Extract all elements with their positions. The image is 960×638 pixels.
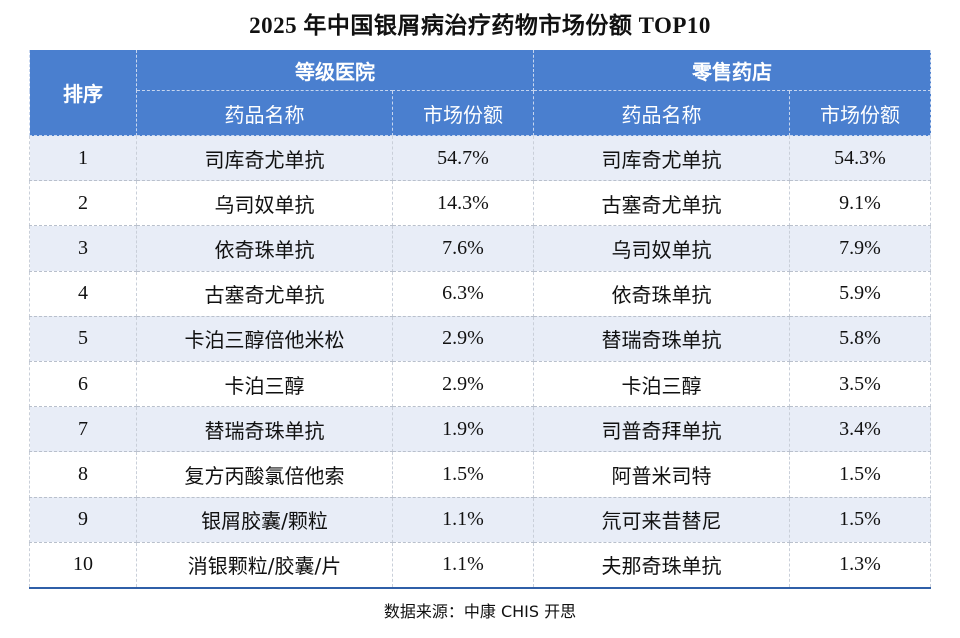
hospital-drug-name-cell: 司库奇尤单抗 [136, 135, 393, 182]
retail-share-cell: 1.5% [789, 451, 931, 498]
table-header: 排序 等级医院 零售药店 药品名称 市场份额 药品名称 市场份额 [29, 50, 931, 136]
rank-header: 排序 [29, 50, 137, 136]
retail-share-cell: 3.5% [789, 361, 931, 408]
rank-cell: 10 [29, 542, 137, 589]
retail-share-cell: 1.3% [789, 542, 931, 589]
table-row: 6 卡泊三醇 2.9% 卡泊三醇 3.5% [29, 361, 931, 408]
group-header-hospital: 等级医院 [136, 50, 534, 91]
hospital-drug-name-cell: 替瑞奇珠单抗 [136, 406, 393, 453]
page-title: 2025 年中国银屑病治疗药物市场份额 TOP10 [249, 13, 711, 38]
retail-drug-name-cell: 替瑞奇珠单抗 [533, 316, 790, 362]
retail-share-cell: 7.9% [789, 225, 931, 272]
retail-drug-name-cell: 依奇珠单抗 [533, 271, 790, 317]
market-share-table: 排序 等级医院 零售药店 药品名称 市场份额 药品名称 市场份额 1 司库奇尤单… [29, 50, 931, 589]
market-share-table-container: 排序 等级医院 零售药店 药品名称 市场份额 药品名称 市场份额 1 司库奇尤单… [29, 50, 931, 589]
retail-drug-name-cell: 卡泊三醇 [533, 361, 790, 408]
retail-drug-name-cell: 氘可来昔替尼 [533, 497, 790, 543]
table-body: 1 司库奇尤单抗 54.7% 司库奇尤单抗 54.3% 2 乌司奴单抗 14.3… [29, 135, 931, 589]
table-row: 4 古塞奇尤单抗 6.3% 依奇珠单抗 5.9% [29, 271, 931, 317]
rank-cell: 9 [29, 497, 137, 543]
rank-cell: 8 [29, 451, 137, 498]
retail-share-cell: 3.4% [789, 406, 931, 453]
hospital-share-cell: 1.9% [392, 406, 534, 453]
hospital-share-cell: 14.3% [392, 180, 534, 227]
table-row: 8 复方丙酸氯倍他索 1.5% 阿普米司特 1.5% [29, 451, 931, 498]
retail-share-header: 市场份额 [789, 90, 931, 136]
table-row: 10 消银颗粒/胶囊/片 1.1% 夫那奇珠单抗 1.3% [29, 542, 931, 589]
retail-drug-name-cell: 乌司奴单抗 [533, 225, 790, 272]
group-header-retail: 零售药店 [533, 50, 931, 91]
retail-share-cell: 1.5% [789, 497, 931, 543]
hospital-drug-name-cell: 依奇珠单抗 [136, 225, 393, 272]
retail-drug-name-cell: 夫那奇珠单抗 [533, 542, 790, 589]
hospital-drug-name-cell: 卡泊三醇 [136, 361, 393, 408]
hospital-drug-name-cell: 卡泊三醇倍他米松 [136, 316, 393, 362]
rank-cell: 4 [29, 271, 137, 317]
retail-share-cell: 54.3% [789, 135, 931, 182]
hospital-drug-name-cell: 消银颗粒/胶囊/片 [136, 542, 393, 589]
retail-name-header: 药品名称 [533, 90, 790, 136]
retail-drug-name-cell: 阿普米司特 [533, 451, 790, 498]
retail-drug-name-cell: 古塞奇尤单抗 [533, 180, 790, 227]
hospital-share-cell: 54.7% [392, 135, 534, 182]
hospital-share-cell: 1.1% [392, 497, 534, 543]
retail-drug-name-cell: 司库奇尤单抗 [533, 135, 790, 182]
hospital-share-cell: 1.5% [392, 451, 534, 498]
rank-cell: 6 [29, 361, 137, 408]
hospital-share-cell: 2.9% [392, 316, 534, 362]
hospital-drug-name-cell: 乌司奴单抗 [136, 180, 393, 227]
table-row: 7 替瑞奇珠单抗 1.9% 司普奇拜单抗 3.4% [29, 406, 931, 453]
hospital-share-cell: 2.9% [392, 361, 534, 408]
hospital-name-header: 药品名称 [136, 90, 393, 136]
data-source-note: 数据来源：中康 CHIS 开思 [383, 602, 577, 621]
hospital-share-cell: 7.6% [392, 225, 534, 272]
table-row: 1 司库奇尤单抗 54.7% 司库奇尤单抗 54.3% [29, 135, 931, 182]
table-row: 2 乌司奴单抗 14.3% 古塞奇尤单抗 9.1% [29, 180, 931, 227]
hospital-share-header: 市场份额 [392, 90, 534, 136]
rank-cell: 7 [29, 406, 137, 453]
retail-share-cell: 5.9% [789, 271, 931, 317]
hospital-drug-name-cell: 复方丙酸氯倍他索 [136, 451, 393, 498]
rank-cell: 2 [29, 180, 137, 227]
hospital-share-cell: 1.1% [392, 542, 534, 589]
retail-drug-name-cell: 司普奇拜单抗 [533, 406, 790, 453]
table-row: 9 银屑胶囊/颗粒 1.1% 氘可来昔替尼 1.5% [29, 497, 931, 543]
table-row: 3 依奇珠单抗 7.6% 乌司奴单抗 7.9% [29, 225, 931, 272]
table-row: 5 卡泊三醇倍他米松 2.9% 替瑞奇珠单抗 5.8% [29, 316, 931, 362]
hospital-drug-name-cell: 古塞奇尤单抗 [136, 271, 393, 317]
retail-share-cell: 5.8% [789, 316, 931, 362]
rank-cell: 5 [29, 316, 137, 362]
hospital-share-cell: 6.3% [392, 271, 534, 317]
rank-cell: 1 [29, 135, 137, 182]
hospital-drug-name-cell: 银屑胶囊/颗粒 [136, 497, 393, 543]
retail-share-cell: 9.1% [789, 180, 931, 227]
rank-cell: 3 [29, 225, 137, 272]
